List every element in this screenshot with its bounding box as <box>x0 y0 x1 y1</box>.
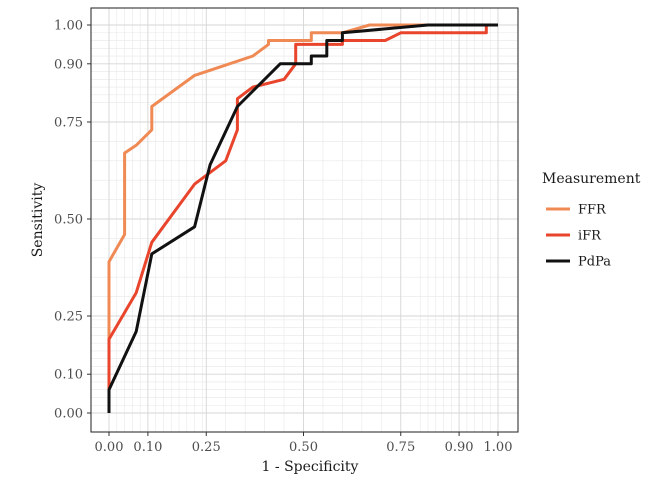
y-tick-label: 0.25 <box>54 310 83 325</box>
legend-label-ifr: iFR <box>578 229 602 244</box>
axis-ticks <box>87 24 499 436</box>
legend-title: Measurement <box>542 171 641 187</box>
x-tick-label: 0.10 <box>133 440 162 455</box>
series-lines <box>107 23 498 413</box>
series-line-ifr <box>107 25 488 413</box>
x-tick-label: 0.90 <box>445 440 474 455</box>
y-tick-label: 0.50 <box>54 213 83 228</box>
y-tick-label: 0.75 <box>54 116 83 131</box>
legend-label-pdpa: PdPa <box>578 255 611 270</box>
plot-panel-border <box>90 7 519 433</box>
y-tick-label: 1.00 <box>54 19 83 34</box>
legend-label-ffr: FFR <box>578 203 607 218</box>
x-tick-label: 0.75 <box>386 440 415 455</box>
x-tick-label: 1.00 <box>484 440 513 455</box>
y-tick-label: 0.00 <box>54 407 83 422</box>
y-tick-label: 0.90 <box>54 57 83 72</box>
major-grid <box>91 8 518 432</box>
tick-labels: 0.00 0.10 0.25 0.50 0.75 0.90 1.00 0.00 0.10 0.25… <box>54 19 512 456</box>
minor-grid <box>91 8 518 432</box>
y-axis-title: Sensitivity <box>30 183 46 258</box>
legend: Measurement FFR iFR PdPa <box>542 171 641 270</box>
x-tick-label: 0.00 <box>95 440 124 455</box>
x-tick-label: 0.25 <box>192 440 221 455</box>
legend-entries: FFR iFR PdPa <box>546 203 611 270</box>
series-line-ffr <box>107 23 498 413</box>
x-axis-title: 1 - Specificity <box>262 459 359 475</box>
x-tick-label: 0.50 <box>289 440 318 455</box>
y-tick-label: 0.10 <box>54 368 83 383</box>
series-line-pdpa <box>107 23 498 413</box>
